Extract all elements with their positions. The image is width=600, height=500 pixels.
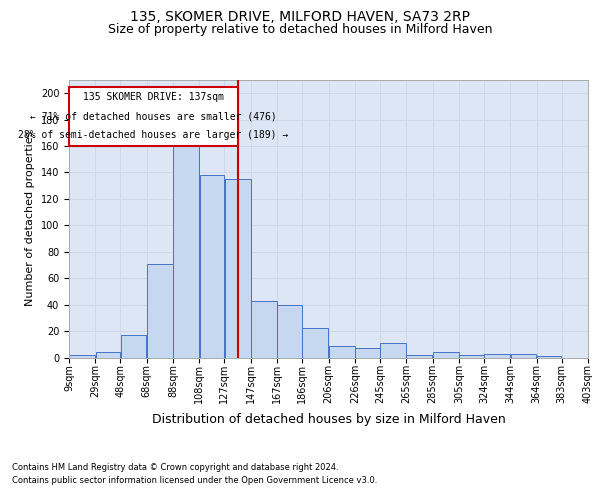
Text: Distribution of detached houses by size in Milford Haven: Distribution of detached houses by size … bbox=[152, 412, 506, 426]
Y-axis label: Number of detached properties: Number of detached properties bbox=[25, 131, 35, 306]
Bar bbox=[537, 356, 562, 358]
Text: ← 71% of detached houses are smaller (476): ← 71% of detached houses are smaller (47… bbox=[30, 112, 277, 122]
Text: 28% of semi-detached houses are larger (189) →: 28% of semi-detached houses are larger (… bbox=[18, 130, 289, 140]
Bar bbox=[277, 304, 302, 358]
Bar bbox=[95, 352, 120, 358]
Bar bbox=[200, 175, 224, 358]
Text: 135 SKOMER DRIVE: 137sqm: 135 SKOMER DRIVE: 137sqm bbox=[83, 92, 224, 102]
Bar bbox=[147, 264, 173, 358]
Bar bbox=[459, 355, 484, 358]
Bar bbox=[69, 355, 95, 358]
Bar bbox=[406, 355, 432, 358]
Bar bbox=[433, 352, 458, 358]
Bar bbox=[69, 86, 238, 146]
Bar bbox=[329, 346, 355, 358]
Bar bbox=[355, 348, 380, 358]
Bar bbox=[224, 179, 251, 358]
Bar bbox=[484, 354, 510, 358]
Bar bbox=[173, 144, 199, 358]
Bar bbox=[511, 354, 536, 358]
Bar bbox=[380, 343, 406, 357]
Text: Contains HM Land Registry data © Crown copyright and database right 2024.: Contains HM Land Registry data © Crown c… bbox=[12, 462, 338, 471]
Text: Contains public sector information licensed under the Open Government Licence v3: Contains public sector information licen… bbox=[12, 476, 377, 485]
Bar bbox=[302, 328, 328, 358]
Bar bbox=[121, 335, 146, 357]
Bar bbox=[251, 300, 277, 358]
Text: 135, SKOMER DRIVE, MILFORD HAVEN, SA73 2RP: 135, SKOMER DRIVE, MILFORD HAVEN, SA73 2… bbox=[130, 10, 470, 24]
Text: Size of property relative to detached houses in Milford Haven: Size of property relative to detached ho… bbox=[108, 24, 492, 36]
